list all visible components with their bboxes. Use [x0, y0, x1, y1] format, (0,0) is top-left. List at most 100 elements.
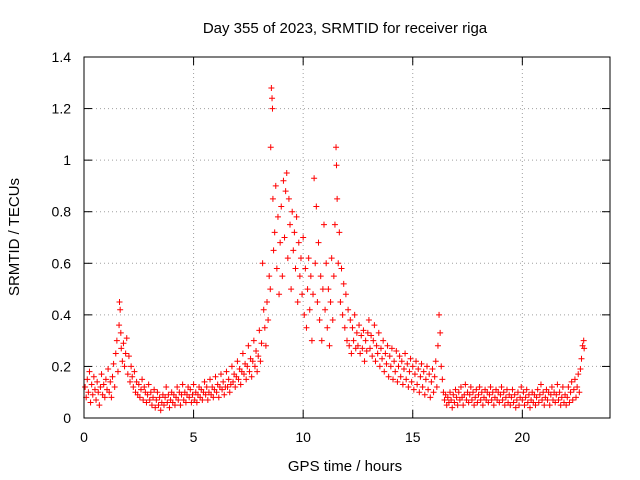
data-point — [407, 355, 414, 362]
data-point — [177, 402, 184, 409]
data-point — [532, 402, 539, 409]
data-point — [397, 373, 404, 380]
data-point — [152, 404, 159, 411]
data-point — [365, 317, 372, 324]
data-point — [213, 389, 220, 396]
data-point — [569, 396, 576, 403]
y-tick-label: 0.8 — [52, 204, 72, 220]
data-point — [331, 221, 338, 228]
data-point — [324, 324, 331, 331]
data-point — [510, 399, 517, 406]
data-point — [358, 332, 365, 339]
y-tick-label: 0.6 — [52, 255, 72, 271]
data-point — [360, 327, 367, 334]
data-point — [272, 182, 279, 189]
data-point — [95, 389, 102, 396]
data-point — [466, 391, 473, 398]
data-point — [135, 381, 142, 388]
data-point — [156, 394, 163, 401]
data-point — [457, 384, 464, 391]
data-point — [118, 345, 125, 352]
data-point — [393, 347, 400, 354]
data-point — [166, 404, 173, 411]
data-point — [116, 298, 123, 305]
data-point — [387, 363, 394, 370]
data-point — [119, 358, 126, 365]
data-point — [273, 265, 280, 272]
data-point — [554, 381, 561, 388]
data-point — [345, 306, 352, 313]
data-point — [362, 337, 369, 344]
data-point — [571, 376, 578, 383]
data-point — [193, 399, 200, 406]
data-point — [140, 396, 147, 403]
data-point — [237, 381, 244, 388]
data-point — [573, 394, 580, 401]
data-point — [367, 345, 374, 352]
data-point — [438, 363, 445, 370]
data-point — [502, 394, 509, 401]
data-point — [336, 229, 343, 236]
data-point — [297, 255, 304, 262]
data-point — [145, 381, 152, 388]
data-point — [500, 389, 507, 396]
data-point — [319, 286, 326, 293]
data-point — [488, 396, 495, 403]
data-point — [248, 373, 255, 380]
data-point — [342, 291, 349, 298]
data-point — [108, 394, 115, 401]
data-point — [370, 337, 377, 344]
data-point — [281, 234, 288, 241]
data-point — [527, 404, 534, 411]
data-point — [346, 342, 353, 349]
data-point — [239, 350, 246, 357]
data-point — [89, 391, 96, 398]
data-point — [315, 239, 322, 246]
data-point — [404, 360, 411, 367]
data-point — [369, 353, 376, 360]
data-point — [411, 371, 418, 378]
y-tick-label: 0.2 — [52, 358, 72, 374]
data-point — [359, 345, 366, 352]
data-point — [124, 371, 131, 378]
data-point — [265, 317, 272, 324]
data-point — [468, 396, 475, 403]
data-point — [328, 255, 335, 262]
data-point — [267, 144, 274, 151]
data-point — [317, 273, 324, 280]
data-point — [201, 378, 208, 385]
data-point — [154, 389, 161, 396]
data-point — [110, 360, 117, 367]
data-point — [566, 399, 573, 406]
data-point — [303, 324, 310, 331]
data-point — [111, 384, 118, 391]
data-point — [261, 324, 268, 331]
data-point — [525, 391, 532, 398]
data-point — [335, 260, 342, 267]
data-point — [419, 384, 426, 391]
data-point — [547, 391, 554, 398]
data-point — [262, 342, 269, 349]
data-point — [148, 402, 155, 409]
data-point — [289, 208, 296, 215]
data-point — [520, 389, 527, 396]
data-point — [539, 396, 546, 403]
data-point — [327, 298, 334, 305]
data-point — [129, 373, 136, 380]
data-point — [460, 402, 467, 409]
data-point — [349, 324, 356, 331]
data-point — [380, 337, 387, 344]
data-point — [576, 389, 583, 396]
data-point — [257, 358, 264, 365]
data-point — [106, 389, 113, 396]
data-point — [433, 384, 440, 391]
data-point — [150, 394, 157, 401]
data-point — [94, 378, 101, 385]
data-point — [143, 399, 150, 406]
data-point — [127, 378, 134, 385]
data-point — [120, 340, 127, 347]
data-point — [136, 394, 143, 401]
data-point — [341, 324, 348, 331]
data-point — [499, 396, 506, 403]
data-point — [537, 381, 544, 388]
